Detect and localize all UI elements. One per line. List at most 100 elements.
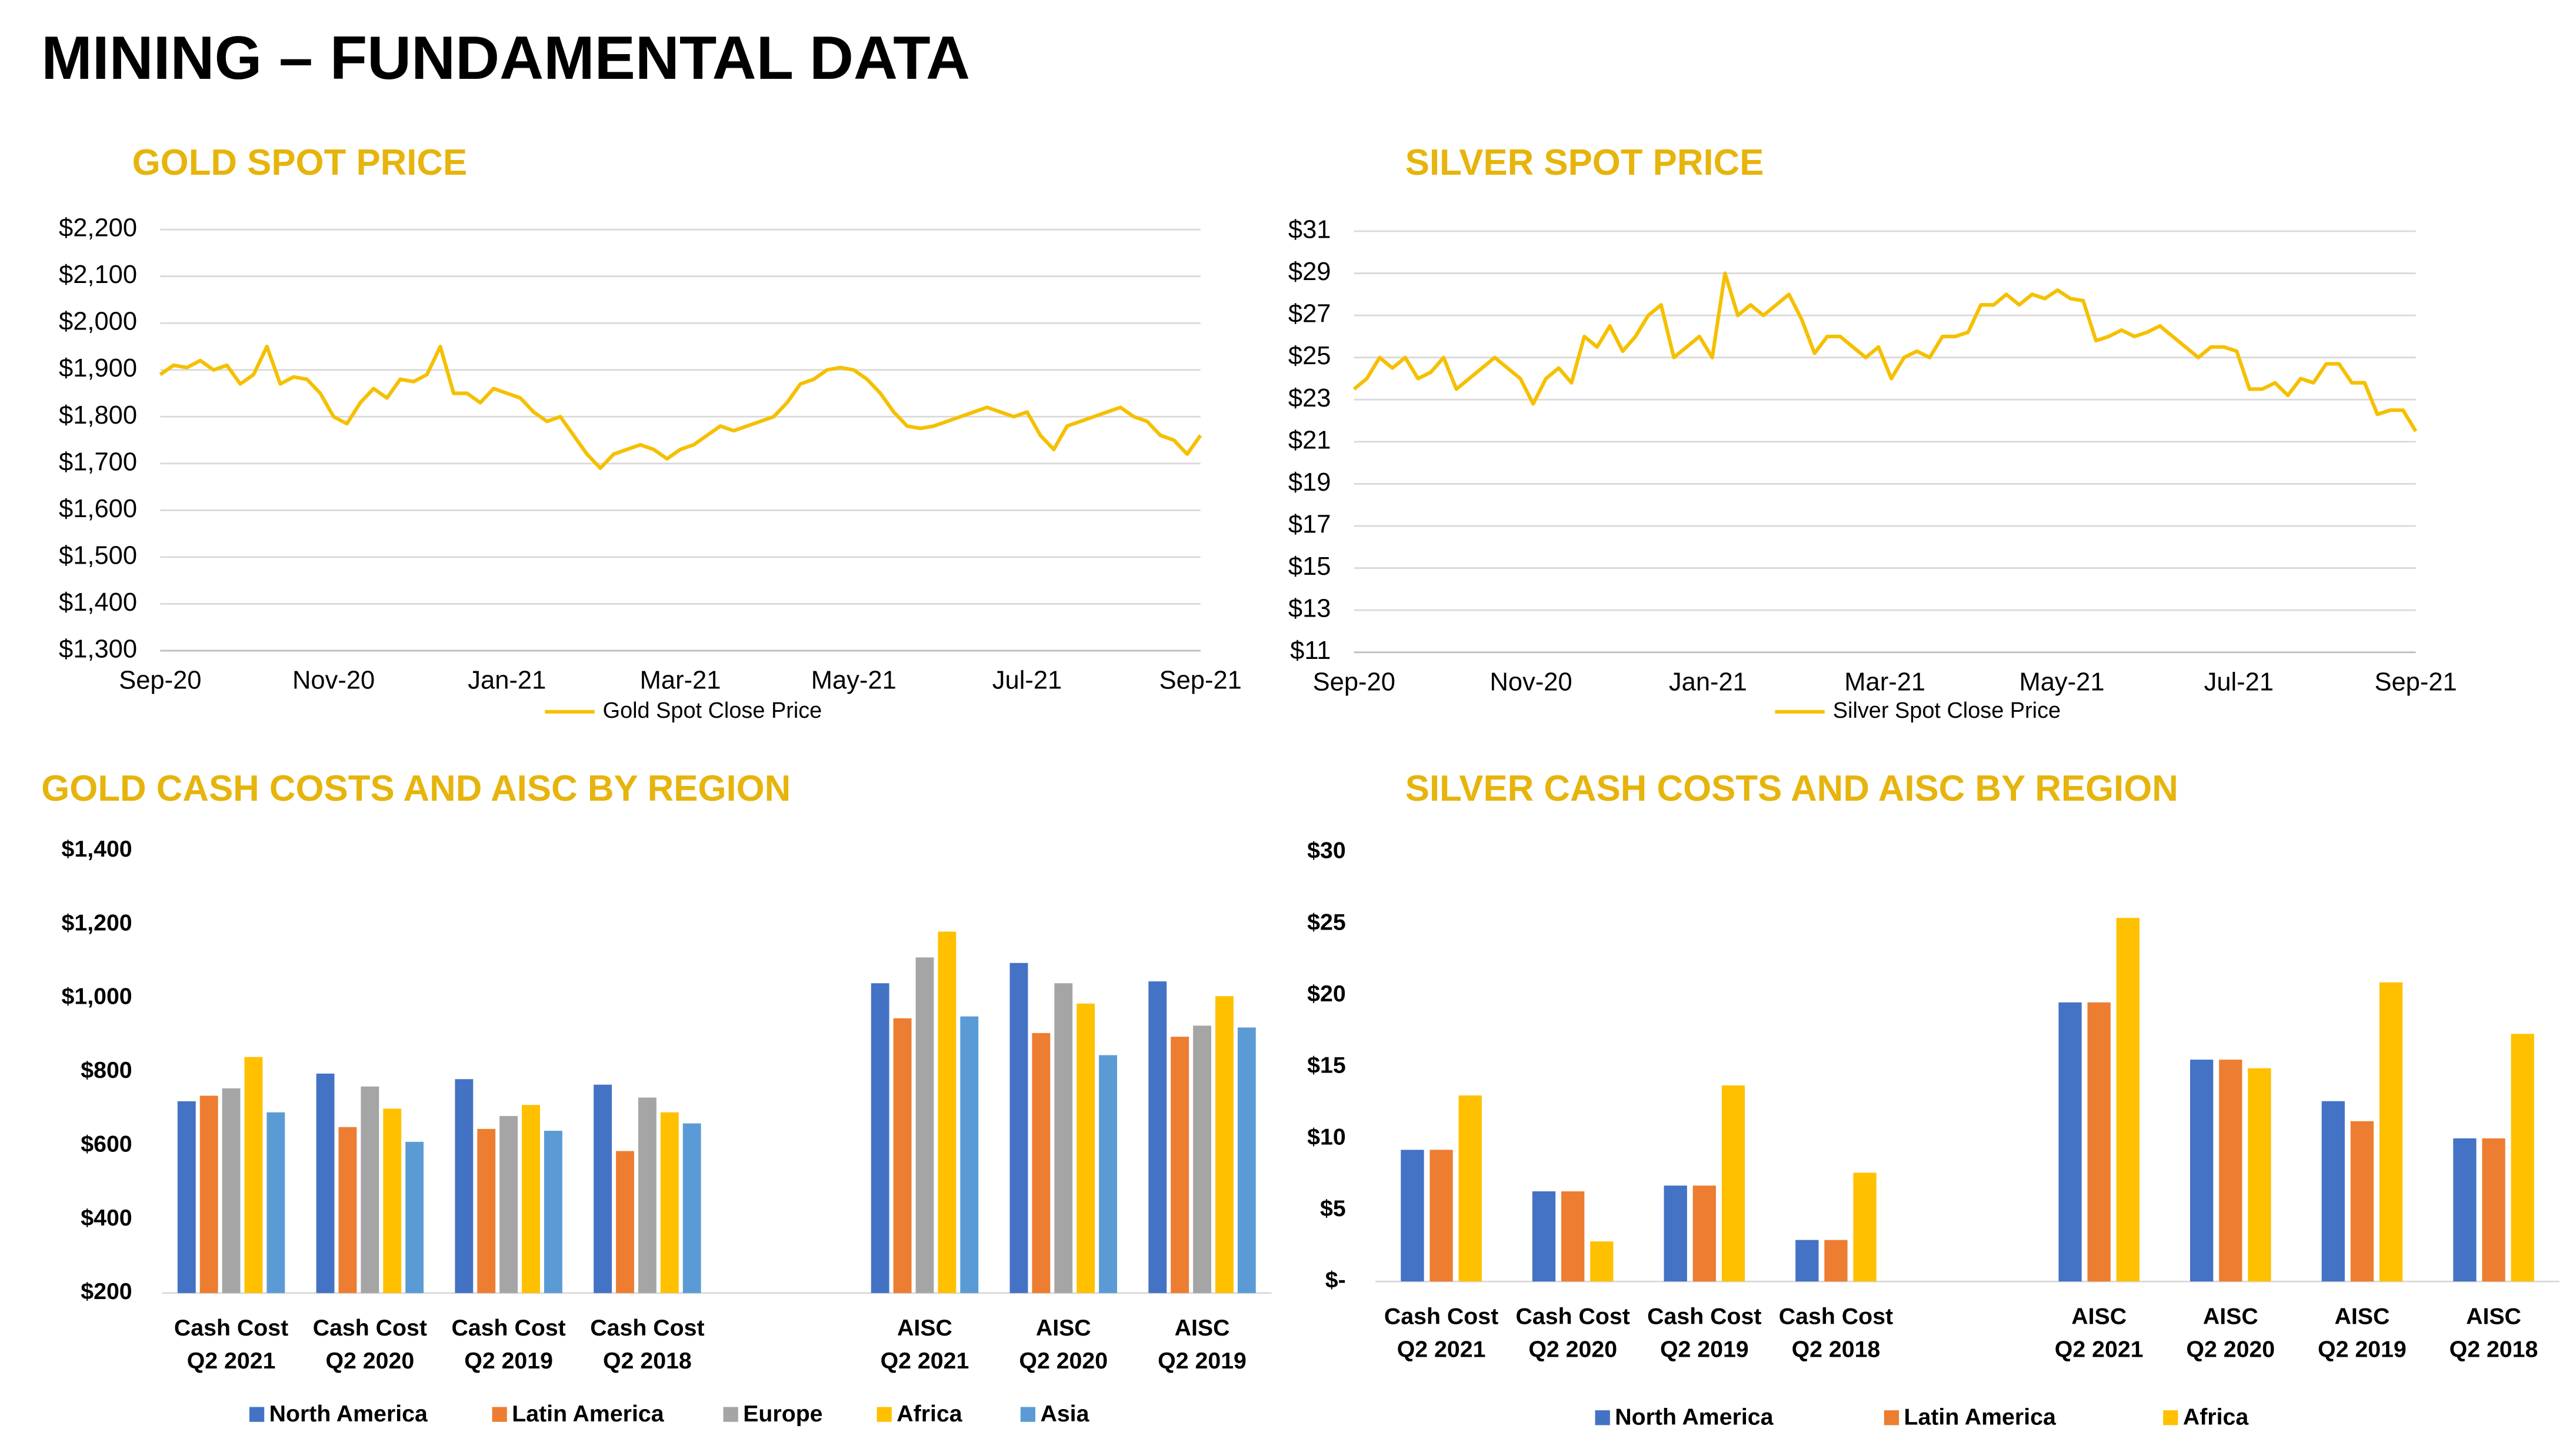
y-tick-label: $11 (1290, 637, 1331, 665)
bar (1237, 1027, 1256, 1293)
bar (1148, 981, 1167, 1293)
x-tick-label: AISC (1036, 1315, 1091, 1341)
bar (616, 1151, 634, 1293)
x-tick-label: Cash Cost (313, 1315, 427, 1341)
x-tick-label: Q2 2020 (1528, 1336, 1617, 1362)
x-tick-label: Q2 2020 (1019, 1348, 1108, 1374)
x-tick-label: Cash Cost (1516, 1303, 1630, 1329)
x-tick-label: Q2 2019 (1158, 1348, 1247, 1374)
x-tick-label: May-21 (811, 667, 897, 695)
bar (522, 1105, 540, 1293)
y-tick-label: $1,600 (59, 495, 137, 523)
bar (682, 1123, 701, 1293)
bar (1009, 963, 1028, 1293)
x-tick-label: AISC (2466, 1303, 2521, 1329)
y-tick-label: $2,200 (59, 214, 137, 242)
x-tick-label: Q2 2021 (881, 1348, 969, 1374)
bar (1590, 1241, 1614, 1282)
price-line (159, 344, 1202, 470)
legend-label: Latin America (1904, 1404, 2056, 1430)
bar (638, 1097, 657, 1293)
legend-label: Silver Spot Close Price (1833, 698, 2061, 723)
legend-label: Africa (2183, 1404, 2249, 1430)
x-tick-label: AISC (2071, 1303, 2127, 1329)
legend-label: Europe (743, 1401, 822, 1427)
x-tick-label: Q2 2020 (326, 1348, 415, 1374)
chart-title: SILVER SPOT PRICE (1405, 142, 1764, 183)
bar (383, 1108, 402, 1293)
y-tick-label: $2,000 (59, 308, 137, 336)
x-tick-label: Sep-21 (1159, 667, 1242, 695)
bar (1215, 996, 1234, 1293)
bar (915, 957, 934, 1293)
y-tick-label: $5 (1320, 1195, 1346, 1221)
y-tick-label: $1,200 (62, 910, 132, 935)
bar (1099, 1055, 1117, 1293)
x-tick-label: Q2 2019 (1660, 1336, 1749, 1362)
x-tick-label: Q2 2018 (603, 1348, 692, 1374)
x-tick-label: Q2 2018 (2450, 1336, 2538, 1362)
bar (455, 1079, 474, 1293)
bar (222, 1088, 241, 1293)
bar (2482, 1138, 2505, 1282)
legend-label: Africa (897, 1401, 962, 1427)
legend-swatch (2163, 1410, 2178, 1426)
bar (266, 1112, 285, 1293)
x-tick-label: Cash Cost (174, 1315, 288, 1341)
y-tick-label: $800 (81, 1057, 132, 1083)
bar (1824, 1240, 1848, 1282)
y-tick-label: $17 (1288, 510, 1331, 538)
bar (871, 983, 889, 1293)
bar (477, 1128, 496, 1293)
bar (2248, 1068, 2271, 1282)
y-tick-label: $29 (1288, 258, 1331, 286)
bar (2453, 1138, 2477, 1282)
legend-swatch (877, 1407, 892, 1422)
bar (893, 1018, 912, 1293)
bar (1795, 1240, 1819, 1282)
bar (177, 1101, 196, 1293)
x-tick-label: Q2 2021 (187, 1348, 276, 1374)
bar (361, 1086, 379, 1293)
y-tick-label: $200 (81, 1278, 132, 1304)
chart-title: SILVER CASH COSTS AND AISC BY REGION (1405, 768, 2178, 809)
legend-label: North America (1615, 1404, 1774, 1430)
bar (2350, 1121, 2374, 1282)
x-tick-label: Sep-21 (2374, 668, 2457, 697)
bar (1561, 1191, 1585, 1282)
y-tick-label: $15 (1288, 552, 1331, 581)
bar (2087, 1002, 2111, 1282)
bar (316, 1073, 335, 1293)
x-tick-label: Q2 2021 (2055, 1336, 2144, 1362)
bar (338, 1127, 357, 1293)
bar (2511, 1034, 2534, 1282)
bar (499, 1115, 518, 1293)
page-title: MINING – FUNDAMENTAL DATA (41, 24, 970, 92)
bar (2219, 1060, 2242, 1282)
y-tick-label: $1,500 (59, 541, 137, 570)
legend-label: Gold Spot Close Price (603, 698, 822, 723)
x-tick-label: Mar-21 (640, 667, 721, 695)
bar (1664, 1185, 1687, 1282)
y-tick-label: $25 (1288, 342, 1331, 370)
bar (1429, 1150, 1453, 1282)
bar (1721, 1085, 1745, 1282)
y-tick-label: $400 (81, 1205, 132, 1231)
x-tick-label: Nov-20 (292, 667, 375, 695)
x-tick-label: AISC (2203, 1303, 2258, 1329)
bar (660, 1112, 679, 1293)
legend-swatch (1595, 1410, 1610, 1426)
bar (1692, 1185, 1716, 1282)
y-tick-label: $1,900 (59, 354, 137, 382)
bar (405, 1141, 424, 1293)
bar (1193, 1025, 1211, 1293)
bar (1054, 983, 1073, 1293)
bar (2116, 918, 2140, 1282)
x-tick-label: Cash Cost (1384, 1303, 1498, 1329)
bar (199, 1095, 218, 1293)
legend-swatch (723, 1407, 738, 1422)
x-tick-label: Jul-21 (2204, 668, 2274, 697)
bar (1853, 1173, 1877, 1282)
x-tick-label: AISC (2334, 1303, 2390, 1329)
bar (544, 1130, 562, 1293)
